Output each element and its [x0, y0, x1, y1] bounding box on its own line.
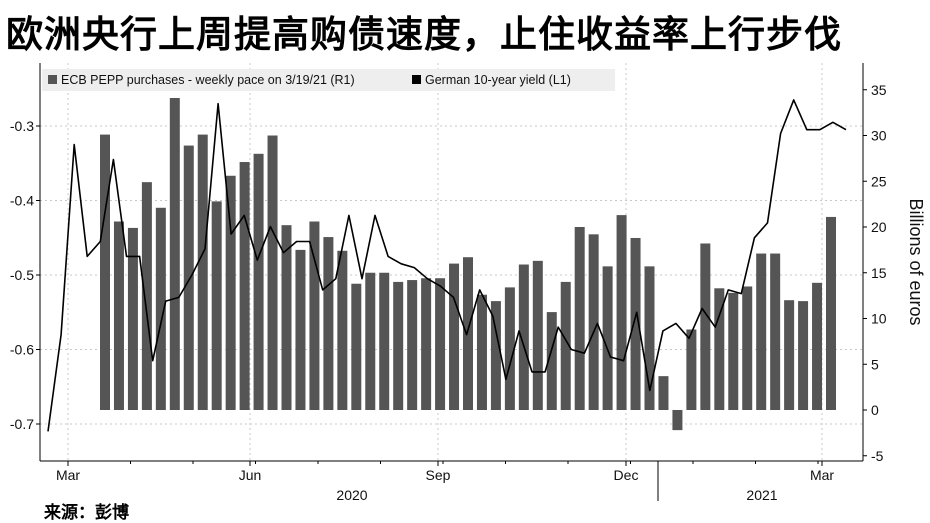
right-tick-label: 10	[871, 311, 887, 327]
bar	[546, 312, 557, 410]
bar	[211, 201, 222, 410]
legend-label-bars: ECB PEPP purchases - weekly pace on 3/19…	[61, 73, 355, 87]
right-tick-label: 35	[871, 82, 887, 98]
bar	[309, 221, 320, 410]
bar	[435, 278, 446, 410]
left-tick-label: -0.5	[10, 267, 34, 283]
right-tick-label: 20	[871, 219, 887, 235]
bar	[756, 253, 767, 410]
bar	[658, 376, 669, 410]
legend-label-line: German 10-year yield (L1)	[425, 73, 571, 87]
right-tick-label: 25	[871, 173, 887, 189]
right-tick-label: 15	[871, 265, 887, 281]
x-tick-label: Jun	[239, 467, 262, 483]
legend-swatch-line	[412, 75, 421, 84]
bar	[365, 272, 376, 410]
bar	[574, 227, 585, 410]
bar	[225, 175, 236, 410]
right-tick-label: -5	[871, 448, 884, 464]
right-tick-label: 30	[871, 128, 887, 144]
bar	[784, 300, 795, 410]
bar	[588, 234, 599, 410]
bar	[476, 294, 487, 410]
bar	[239, 162, 250, 410]
bar	[421, 278, 432, 410]
line-series	[47, 99, 847, 432]
chart-title: 欧洲央行上周提高购债速度，止住收益率上行步伐	[6, 13, 842, 56]
bar	[169, 97, 180, 411]
bar	[323, 237, 334, 410]
bar	[127, 227, 138, 410]
bar	[504, 287, 515, 410]
axes	[36, 63, 867, 501]
bar	[337, 250, 348, 410]
right-tick-label: 5	[871, 356, 879, 372]
bar	[113, 221, 124, 410]
x-year-label: 2021	[746, 487, 777, 503]
bar-series	[100, 97, 836, 431]
tick-labels: -0.3 -0.4 -0.5 -0.6 -0.7 35 30 25 20 15 10 5 0 -5 Mar J…	[10, 82, 887, 503]
x-tick-label: Mar	[56, 467, 80, 483]
bar	[490, 301, 501, 410]
bar	[407, 280, 418, 410]
bar	[560, 281, 571, 410]
yield-line	[47, 99, 847, 432]
x-tick-label: Sep	[426, 467, 451, 483]
bar	[351, 283, 362, 410]
bar	[812, 282, 823, 410]
bar	[714, 288, 725, 410]
bar	[798, 301, 809, 410]
bar	[449, 263, 460, 410]
bar	[155, 207, 166, 410]
bar	[267, 135, 278, 410]
bar	[672, 410, 683, 431]
bar	[100, 134, 110, 410]
bar	[826, 216, 836, 410]
bar	[686, 329, 697, 410]
source-note: 来源：彭博	[44, 503, 129, 523]
right-tick-label: 0	[871, 402, 879, 418]
x-year-label: 2020	[336, 487, 367, 503]
left-tick-label: -0.6	[10, 342, 34, 358]
bar	[197, 134, 208, 410]
right-axis-title: Billions of euros	[906, 198, 926, 325]
left-tick-label: -0.4	[10, 193, 34, 209]
bar	[700, 243, 711, 410]
legend-background	[42, 69, 615, 91]
bar	[532, 260, 543, 410]
bar	[183, 145, 194, 410]
legend: ECB PEPP purchases - weekly pace on 3/19…	[42, 69, 615, 91]
bar	[518, 264, 529, 410]
bar	[281, 225, 292, 410]
bar	[770, 253, 781, 410]
bar	[295, 249, 306, 410]
bar	[728, 292, 739, 410]
left-tick-label: -0.7	[10, 416, 34, 432]
x-tick-label: Dec	[614, 467, 639, 483]
bar	[393, 281, 404, 410]
bar	[253, 153, 264, 411]
bar	[644, 266, 655, 410]
bar	[141, 182, 152, 410]
bar	[742, 286, 753, 410]
legend-swatch-bars	[48, 75, 57, 84]
bar	[630, 237, 641, 410]
bar	[602, 266, 613, 410]
left-tick-label: -0.3	[10, 118, 34, 134]
bar	[616, 215, 627, 410]
bar	[463, 257, 473, 410]
bar	[379, 272, 390, 410]
x-tick-label: Mar	[810, 467, 834, 483]
